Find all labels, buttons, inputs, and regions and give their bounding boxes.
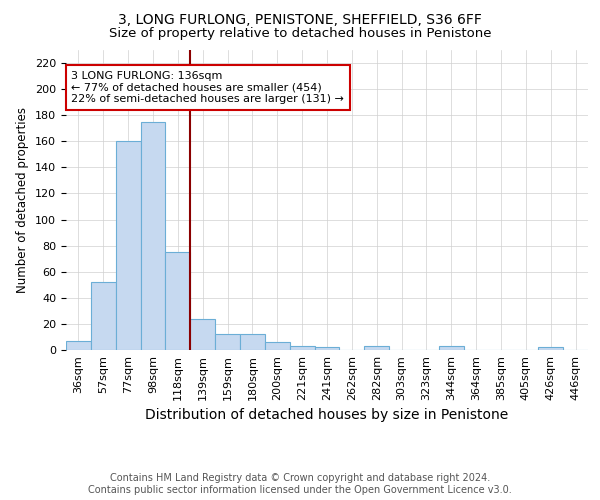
Text: Contains HM Land Registry data © Crown copyright and database right 2024.
Contai: Contains HM Land Registry data © Crown c… — [88, 474, 512, 495]
Bar — [439, 346, 464, 350]
Bar — [91, 282, 116, 350]
Bar — [166, 252, 190, 350]
Bar — [364, 346, 389, 350]
X-axis label: Distribution of detached houses by size in Penistone: Distribution of detached houses by size … — [145, 408, 509, 422]
Bar — [140, 122, 166, 350]
Y-axis label: Number of detached properties: Number of detached properties — [16, 107, 29, 293]
Bar — [538, 348, 563, 350]
Text: 3 LONG FURLONG: 136sqm
← 77% of detached houses are smaller (454)
22% of semi-de: 3 LONG FURLONG: 136sqm ← 77% of detached… — [71, 71, 344, 104]
Bar — [116, 142, 140, 350]
Bar — [290, 346, 314, 350]
Bar — [215, 334, 240, 350]
Text: 3, LONG FURLONG, PENISTONE, SHEFFIELD, S36 6FF: 3, LONG FURLONG, PENISTONE, SHEFFIELD, S… — [118, 12, 482, 26]
Bar — [265, 342, 290, 350]
Bar — [190, 318, 215, 350]
Bar — [240, 334, 265, 350]
Bar — [66, 341, 91, 350]
Text: Size of property relative to detached houses in Penistone: Size of property relative to detached ho… — [109, 28, 491, 40]
Bar — [314, 348, 340, 350]
